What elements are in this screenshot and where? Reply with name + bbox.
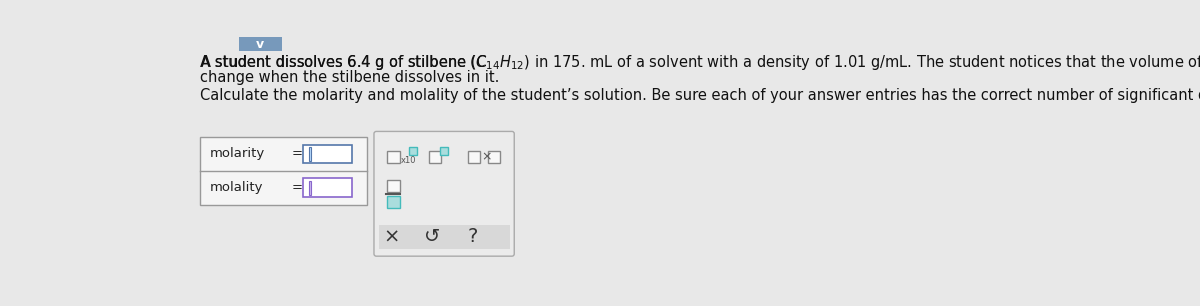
- Bar: [440, 147, 448, 155]
- Text: v: v: [256, 38, 264, 51]
- Bar: [379, 225, 510, 249]
- Bar: [409, 147, 416, 155]
- Bar: [468, 151, 480, 163]
- Bar: [430, 151, 442, 163]
- FancyBboxPatch shape: [304, 144, 352, 163]
- Text: Calculate the molarity and molality of the student’s solution. Be sure each of y: Calculate the molarity and molality of t…: [200, 88, 1200, 103]
- Text: molarity: molarity: [210, 147, 265, 160]
- FancyBboxPatch shape: [239, 38, 282, 51]
- Text: ×: ×: [384, 227, 400, 246]
- Bar: [308, 147, 311, 161]
- Text: ?: ?: [467, 227, 478, 246]
- Text: molality: molality: [210, 181, 263, 194]
- Text: change when the stilbene dissolves in it.: change when the stilbene dissolves in it…: [200, 70, 499, 85]
- Text: x10: x10: [401, 156, 416, 165]
- FancyBboxPatch shape: [200, 137, 367, 205]
- FancyBboxPatch shape: [304, 178, 352, 197]
- Text: =: =: [292, 147, 302, 160]
- Text: =: =: [292, 181, 302, 194]
- Bar: [488, 151, 500, 163]
- Text: A student dissolves 6.4 g of stilbene $(C_{14}H_{12})$ in 175. mL of a solvent w: A student dissolves 6.4 g of stilbene $(…: [200, 54, 1200, 73]
- Text: ×: ×: [481, 150, 492, 163]
- FancyBboxPatch shape: [374, 132, 515, 256]
- Text: ↺: ↺: [424, 227, 440, 246]
- Bar: [308, 181, 311, 195]
- Bar: [388, 196, 400, 208]
- Bar: [388, 180, 400, 192]
- Bar: [388, 151, 400, 163]
- Text: A student dissolves 6.4 g of stilbene (C: A student dissolves 6.4 g of stilbene (C: [200, 55, 487, 70]
